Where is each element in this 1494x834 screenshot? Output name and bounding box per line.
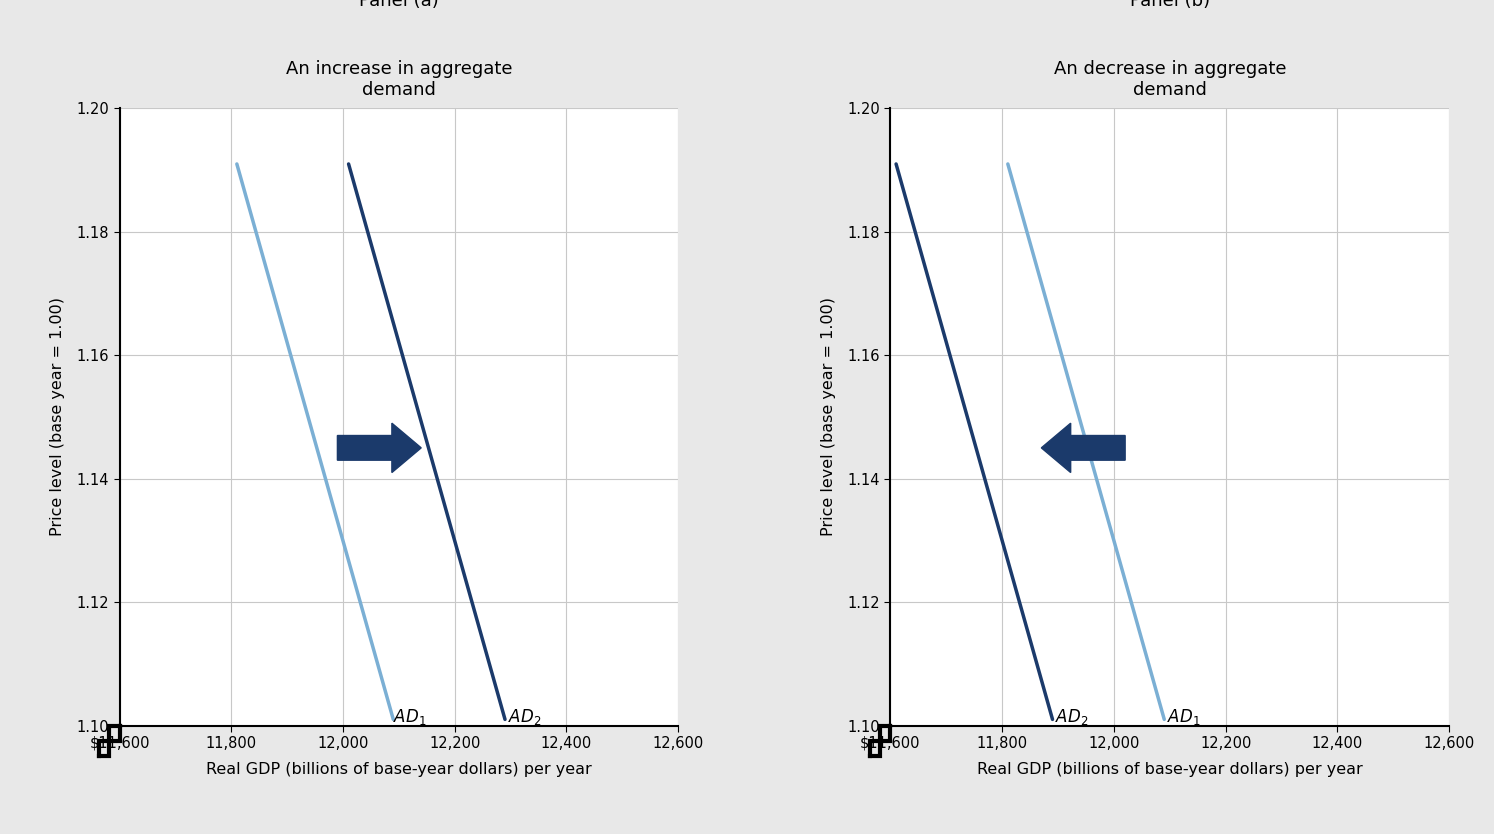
X-axis label: Real GDP (billions of base-year dollars) per year: Real GDP (billions of base-year dollars)…: [977, 762, 1363, 777]
Text: Panel (a): Panel (a): [359, 0, 439, 10]
Y-axis label: Price level (base year = 1.00): Price level (base year = 1.00): [51, 298, 66, 536]
FancyArrow shape: [338, 423, 421, 473]
Text: Panel (b): Panel (b): [1129, 0, 1210, 10]
Text: $\mathit{AD}_1$: $\mathit{AD}_1$: [1167, 707, 1201, 727]
Title: An decrease in aggregate
demand: An decrease in aggregate demand: [1053, 60, 1286, 98]
FancyArrow shape: [1041, 423, 1125, 473]
Text: $\mathit{AD}_2$: $\mathit{AD}_2$: [508, 707, 541, 727]
Y-axis label: Price level (base year = 1.00): Price level (base year = 1.00): [822, 298, 837, 536]
Title: An increase in aggregate
demand: An increase in aggregate demand: [285, 60, 512, 98]
Text: $\mathit{AD}_2$: $\mathit{AD}_2$: [1055, 707, 1089, 727]
Text: $\mathit{AD}_1$: $\mathit{AD}_1$: [393, 707, 427, 727]
X-axis label: Real GDP (billions of base-year dollars) per year: Real GDP (billions of base-year dollars)…: [206, 762, 592, 777]
